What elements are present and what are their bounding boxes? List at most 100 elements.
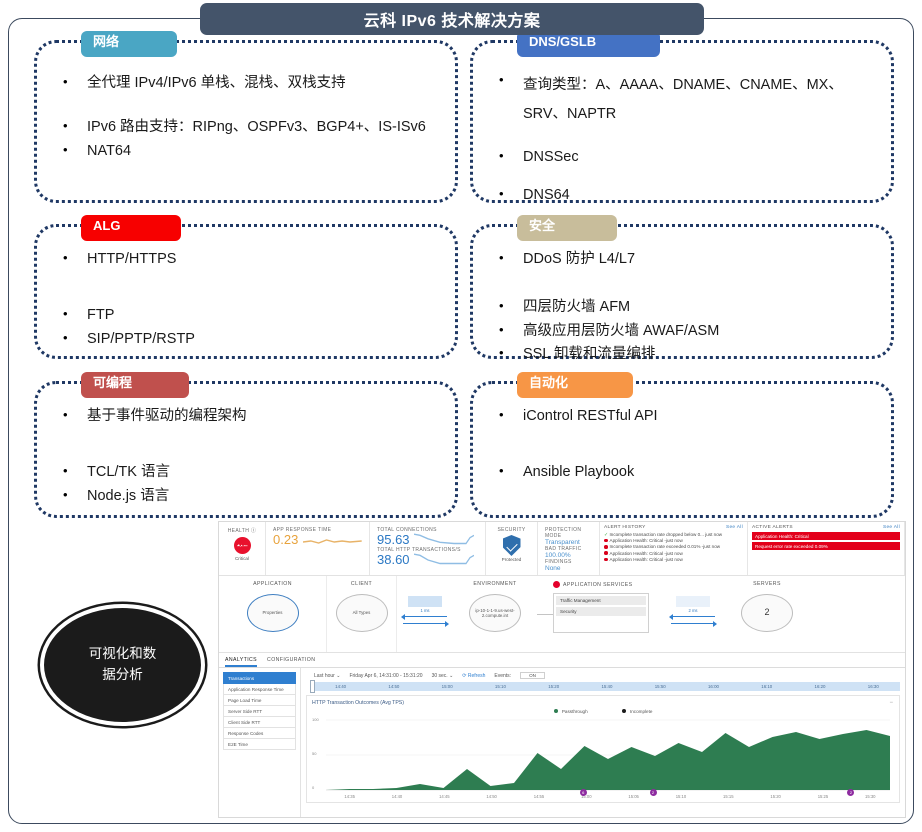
refresh-icon: ⟳ — [462, 672, 467, 679]
tab-analytics[interactable]: ANALYTICS — [225, 657, 258, 667]
service-item[interactable]: Security — [556, 607, 646, 616]
alert-history-item[interactable]: ✓ Incomplete transaction rate dropped be… — [604, 532, 723, 537]
bullet-icon: • — [63, 74, 68, 89]
environment-node[interactable]: ip-10-1-1-9.us-west-2.compute.int — [469, 594, 521, 632]
servers-count-node[interactable]: 2 — [741, 594, 793, 632]
topology-application: APPLICATION Properties — [219, 576, 327, 652]
list-item: • DNS64 — [499, 185, 570, 203]
connections-panel: TOTAL CONNECTIONS 95.63 TOTAL HTTP TRANS… — [370, 522, 486, 575]
timeline-handle-left[interactable] — [310, 680, 315, 693]
panel-automation-header-label: 自动化 — [529, 375, 569, 390]
sidebar-item-client-side-rtt[interactable]: Client Side RTT — [223, 717, 296, 728]
panel-programmability-list: • 基于事件驱动的编程架构 • TCL/TK 语言 • Node.js 语言 — [63, 406, 441, 509]
alert-history-item[interactable]: Application Health: Critical -just now — [604, 557, 743, 562]
list-item: • 高级应用层防火墙 AWAF/ASM — [499, 321, 720, 339]
timeline-tick: 16:10 — [761, 684, 773, 689]
active-alerts-see-all[interactable]: See All — [882, 525, 900, 530]
legend-dot-icon — [621, 709, 626, 713]
alert-history-see-all[interactable]: See All — [725, 525, 743, 530]
sidebar-item-e2e-time[interactable]: E2E Time — [223, 739, 296, 750]
panel-security-header: 安全 — [517, 215, 617, 241]
analytics-main: Last hour ⌄ Friday Apr 6, 14:31:00 - 15:… — [301, 668, 905, 817]
sidebar-item-response-codes[interactable]: Response Codes — [223, 728, 296, 739]
panel-network: 网络 • 全代理 IPv4/IPv6 单栈、混栈、双栈支持 • IPv6 路由支… — [34, 31, 458, 203]
client-link-sparkline — [408, 596, 442, 607]
collapse-icon[interactable]: − — [889, 700, 893, 706]
alert-history-item[interactable]: Incomplete transaction rate exceeded 0.0… — [604, 544, 743, 549]
list-item: • Node.js 语言 — [63, 486, 170, 504]
sidebar-item-page-load-time[interactable]: Page Load Time — [223, 695, 296, 706]
refresh-button[interactable]: ⟳ Refresh — [462, 672, 486, 679]
list-item: • 查询类型：A、AAAA、DNAME、CNAME、MX、SRV、NAPTR — [499, 72, 843, 122]
bullet-icon: • — [499, 407, 504, 422]
list-item: • 基于事件驱动的编程架构 — [63, 407, 247, 424]
connections-sparkline — [413, 533, 474, 545]
alert-history-item[interactable]: Application Health: Critical -just now — [604, 551, 743, 556]
service-item[interactable]: Traffic Management — [556, 596, 646, 605]
chart-plot-area: 100 50 0 14:35 14:40 14:45 14:50 — [312, 717, 894, 799]
alert-history-item[interactable]: Application Health: Critical -just now — [604, 538, 743, 543]
x-tick: 15:30 — [865, 794, 876, 799]
panel-dns-gslb-list: • 查询类型：A、AAAA、DNAME、CNAME、MX、SRV、NAPTR •… — [499, 71, 877, 225]
event-marker[interactable]: 6 — [579, 789, 587, 796]
area-series-passthrough — [326, 719, 890, 791]
application-properties-node[interactable]: Properties — [246, 594, 299, 632]
bullet-icon: • — [499, 297, 504, 313]
bullet-icon: • — [63, 462, 68, 478]
arrow-left-icon — [397, 613, 453, 620]
dashboard-tabs: ANALYTICS CONFIGURATION — [219, 653, 905, 668]
chevron-down-icon: ⌄ — [336, 672, 341, 679]
protection-mode-label: PROTECTION MODE — [545, 527, 582, 539]
server-link-sparkline — [676, 596, 710, 607]
client-node[interactable]: All Types — [335, 594, 388, 632]
x-tick: 15:25 — [817, 794, 829, 799]
active-alert-item[interactable]: Application Health: Critical — [752, 532, 900, 540]
x-tick: 14:45 — [439, 794, 450, 799]
panel-network-list: • 全代理 IPv4/IPv6 单栈、混栈、双栈支持 • IPv6 路由支持：R… — [63, 73, 441, 164]
events-toggle[interactable]: ON — [520, 672, 545, 679]
x-tick: 14:55 — [533, 794, 545, 799]
total-connections-label: TOTAL CONNECTIONS — [377, 527, 437, 533]
tab-configuration[interactable]: CONFIGURATION — [267, 657, 316, 663]
timeline-scrubber[interactable]: 14:40 14:50 15:00 15:10 15:20 15:40 15:5… — [310, 680, 900, 693]
app-response-sparkline — [303, 539, 362, 544]
list-item: • IPv6 路由支持：RIPng、OSPFv3、BGP4+、IS-ISv6 — [63, 117, 426, 135]
sidebar-item-transactions[interactable]: Transactions — [223, 672, 296, 684]
http-sparkline — [413, 553, 474, 565]
x-tick: 15:20 — [770, 794, 781, 799]
active-alert-item[interactable]: Request error rate exceeded 0.09% — [752, 542, 900, 550]
alerts-region: ALERT HISTORY See All ✓ Incomplete trans… — [600, 522, 905, 575]
sidebar-item-server-side-rtt[interactable]: Server Side RTT — [223, 706, 296, 717]
analytics-sidebar: Transactions Application Response Time P… — [219, 668, 301, 817]
dashboard-stats-bar: HEALTH ⓘ Critical APP RESPONSE TIME 0.23… — [219, 522, 905, 576]
interval-select[interactable]: 30 sec. ⌄ — [431, 672, 454, 679]
panel-alg-header: ALG — [81, 215, 181, 241]
range-select[interactable]: Last hour ⌄ — [314, 672, 341, 679]
list-item: • FTP — [63, 305, 115, 323]
legend-item-passthrough[interactable]: Passthrough — [553, 709, 588, 714]
sidebar-item-application-response-time[interactable]: Application Response Time — [223, 684, 296, 695]
list-item: • 四层防火墙 AFM — [499, 297, 631, 315]
bullet-icon: • — [63, 305, 68, 321]
timeline-tick: 15:40 — [601, 684, 613, 689]
findings-value: None — [545, 565, 561, 572]
bullet-icon: • — [63, 250, 68, 265]
panel-dns-gslb-header: DNS/GSLB — [517, 31, 660, 57]
legend-item-incomplete[interactable]: Incomplete — [621, 709, 652, 714]
visualization-callout-line1: 可视化和数 — [88, 646, 157, 662]
dashboard-screenshot: HEALTH ⓘ Critical APP RESPONSE TIME 0.23… — [218, 521, 906, 818]
event-marker[interactable]: 2 — [649, 789, 657, 796]
bullet-icon: • — [499, 72, 504, 87]
list-item: • iControl RESTful API — [499, 407, 658, 424]
security-panel: SECURITY Protected — [486, 522, 538, 575]
event-marker[interactable]: 2 — [847, 789, 855, 796]
panel-automation-list: • iControl RESTful API • Ansible Playboo… — [499, 406, 877, 486]
timeline-tick: 14:50 — [388, 684, 400, 689]
timeline-tick: 16:20 — [814, 684, 826, 689]
application-services-box: Traffic Management Security — [553, 593, 649, 633]
list-item: • HTTP/HTTPS — [63, 250, 177, 267]
events-label: Events: — [494, 672, 512, 679]
application-label: APPLICATION — [253, 581, 292, 587]
alert-dot-icon — [604, 551, 608, 555]
health-status-icon — [233, 537, 251, 554]
